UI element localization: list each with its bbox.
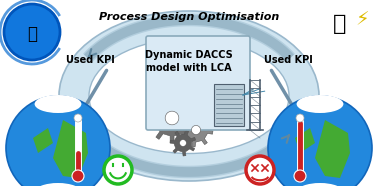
Ellipse shape [35, 95, 81, 113]
Ellipse shape [89, 39, 289, 153]
Text: Used KPI: Used KPI [263, 55, 312, 65]
Polygon shape [148, 93, 196, 143]
Text: ⚡: ⚡ [355, 10, 369, 30]
Circle shape [104, 156, 132, 184]
Polygon shape [53, 120, 88, 178]
Circle shape [191, 125, 201, 134]
Ellipse shape [59, 11, 319, 181]
Text: 👣: 👣 [27, 25, 37, 43]
Polygon shape [295, 128, 315, 153]
FancyBboxPatch shape [146, 36, 250, 130]
Polygon shape [170, 130, 196, 156]
Text: 🔥: 🔥 [333, 14, 347, 34]
Ellipse shape [297, 95, 343, 113]
Polygon shape [179, 113, 213, 147]
Text: Used KPI: Used KPI [66, 55, 115, 65]
Circle shape [74, 114, 82, 122]
Text: model with LCA: model with LCA [146, 63, 232, 73]
Circle shape [268, 96, 372, 186]
Circle shape [246, 156, 274, 184]
Circle shape [165, 111, 179, 125]
Polygon shape [315, 120, 350, 178]
Circle shape [294, 170, 306, 182]
Polygon shape [33, 128, 53, 153]
Circle shape [180, 140, 186, 146]
Circle shape [4, 4, 60, 60]
Text: Process Design Optimisation: Process Design Optimisation [99, 12, 279, 22]
Circle shape [296, 114, 304, 122]
FancyBboxPatch shape [214, 84, 244, 126]
Ellipse shape [297, 183, 343, 186]
Circle shape [72, 170, 84, 182]
Circle shape [6, 96, 110, 186]
Ellipse shape [35, 183, 81, 186]
Text: Dynamic DACCS: Dynamic DACCS [145, 50, 233, 60]
